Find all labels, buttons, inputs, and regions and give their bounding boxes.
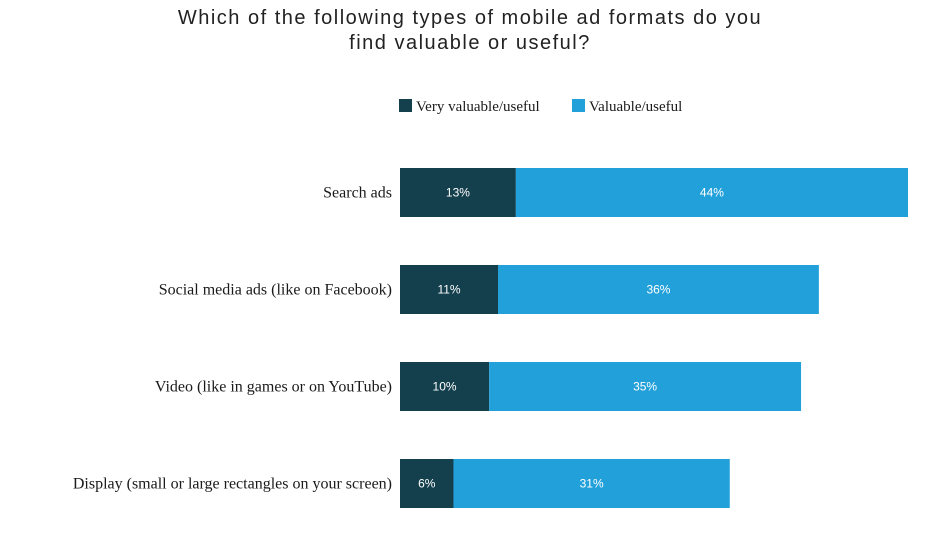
bar-label-1-0: 44%	[700, 186, 724, 200]
legend-label-1: Valuable/useful	[589, 99, 682, 115]
category-label-1: Social media ads (like on Facebook)	[159, 282, 392, 299]
category-label-2: Video (like in games or on YouTube)	[155, 379, 392, 396]
chart-title-line-1: Which of the following types of mobile a…	[177, 7, 763, 29]
bar-1-1	[498, 265, 819, 314]
legend-label-0: Very valuable/useful	[416, 99, 540, 115]
bar-label-0-2: 10%	[433, 380, 457, 394]
legend-swatch-1	[572, 99, 585, 112]
bar-label-1-2: 35%	[633, 380, 657, 394]
bar-0-0	[400, 168, 516, 217]
bar-1-2	[489, 362, 802, 411]
category-label-0: Search ads	[323, 185, 392, 202]
bar-0-1	[400, 265, 499, 314]
bar-0-2	[400, 362, 490, 411]
bar-label-0-0: 13%	[446, 186, 470, 200]
bar-label-1-1: 36%	[646, 283, 670, 297]
bar-label-1-3: 31%	[580, 477, 604, 491]
category-label-3: Display (small or large rectangles on yo…	[73, 476, 392, 493]
bar-1-3	[453, 459, 730, 508]
bar-0-3	[400, 459, 454, 508]
bar-label-0-3: 6%	[418, 477, 436, 491]
bar-1-0	[515, 168, 908, 217]
legend-swatch-0	[399, 99, 412, 112]
chart-title-line-2: find valuable or useful?	[349, 32, 591, 54]
bar-label-0-1: 11%	[437, 283, 460, 297]
chart-title: Which of the following types of mobile a…	[0, 6, 940, 56]
